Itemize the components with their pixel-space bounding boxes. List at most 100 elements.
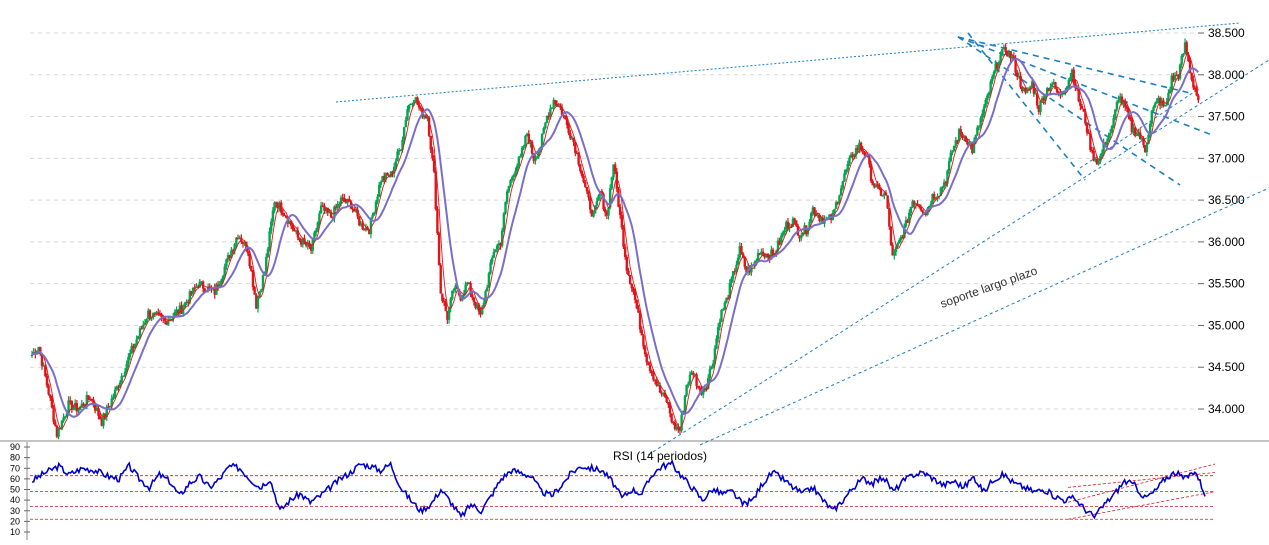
candle-body: [85, 395, 89, 406]
candle-body: [505, 191, 509, 202]
candle-body: [657, 384, 660, 387]
candle-body: [452, 289, 456, 291]
candle-body: [1129, 116, 1132, 120]
candle-body: [88, 398, 92, 401]
candle-body: [1153, 103, 1157, 108]
candle-body: [942, 182, 946, 188]
candle-body: [512, 175, 516, 178]
candle-body: [562, 115, 565, 117]
candle-body: [1182, 53, 1185, 56]
candle-body: [228, 255, 231, 258]
candle-body: [1006, 52, 1009, 57]
candle-body: [283, 214, 286, 217]
candle-body: [427, 117, 431, 136]
candle-body: [379, 181, 383, 185]
candle-body: [1082, 108, 1085, 112]
candle-body: [841, 181, 844, 189]
rsi-tick-label: 10: [10, 527, 20, 537]
candle-body: [766, 254, 770, 258]
candle-body: [979, 118, 982, 127]
candle-body: [173, 311, 177, 317]
candle-body: [1145, 144, 1149, 153]
candle-body: [1017, 75, 1021, 78]
candle-body: [947, 161, 951, 171]
candle-body: [196, 286, 200, 288]
candle-body: [180, 305, 183, 314]
candle-body: [396, 151, 399, 162]
candle-body: [364, 227, 368, 230]
candle-body: [834, 202, 838, 209]
candle-body: [250, 266, 253, 271]
price-tick-label: 38.000: [1208, 68, 1245, 82]
candle-body: [248, 253, 251, 267]
candle-body: [1173, 74, 1177, 80]
candle-body: [793, 218, 796, 221]
candle-body: [733, 270, 736, 273]
candle-body: [637, 308, 640, 313]
candle-body: [866, 156, 869, 158]
candle-body: [763, 253, 766, 258]
candle-body: [861, 149, 864, 152]
candle-body: [667, 402, 670, 405]
candle-body: [858, 142, 861, 150]
candle-body: [851, 154, 854, 157]
candle-body: [595, 200, 599, 206]
candle-body: [705, 388, 708, 390]
candle-body: [339, 197, 343, 204]
candle-body: [231, 250, 235, 252]
candle-body: [604, 209, 607, 213]
candle-body: [186, 301, 190, 304]
candle-body: [540, 133, 544, 148]
candle-body: [477, 304, 481, 312]
candle-body: [318, 213, 321, 223]
candle-body: [464, 284, 467, 294]
candle-body: [319, 205, 323, 214]
candle-body: [780, 235, 783, 245]
candle-body: [660, 392, 663, 395]
candle-body: [738, 246, 741, 258]
support-trendline-long: [699, 187, 1269, 446]
candle-body: [544, 122, 547, 129]
candle-body: [69, 400, 72, 402]
candle-body: [974, 135, 977, 141]
candle-body: [838, 195, 841, 203]
candle-body: [384, 173, 388, 180]
candle-body: [944, 182, 947, 184]
price-tick-label: 36.000: [1208, 235, 1245, 249]
candle-body: [1019, 75, 1022, 87]
candle-body: [819, 217, 823, 221]
candle-body: [972, 140, 976, 154]
candle-body: [95, 408, 98, 411]
candle-body: [308, 243, 311, 247]
candle-body: [60, 420, 64, 430]
candle-body: [1055, 88, 1059, 93]
candle-body: [221, 275, 225, 280]
candle-body: [904, 220, 908, 227]
candle-body: [914, 203, 918, 205]
candle-body: [984, 99, 987, 107]
candle-body: [901, 236, 904, 239]
candle-body: [391, 171, 394, 174]
candle-body: [177, 310, 180, 314]
candle-body: [261, 275, 265, 290]
candle-body: [622, 227, 625, 247]
candle-body: [130, 345, 133, 354]
candle-body: [1137, 132, 1140, 134]
candle-body: [663, 392, 667, 397]
candle-body: [115, 386, 118, 390]
candle-body: [359, 223, 363, 226]
candle-body: [1160, 100, 1163, 106]
rsi-trendline-upper: [1067, 463, 1216, 503]
candle-body: [1072, 69, 1075, 83]
candle-body: [148, 310, 152, 318]
candle-body: [896, 243, 899, 247]
candle-body: [47, 385, 50, 395]
candle-body: [934, 198, 938, 200]
candle-body: [137, 336, 140, 340]
candle-body: [412, 100, 416, 104]
candle-body: [781, 232, 785, 236]
candle-body: [962, 136, 966, 138]
candle-body: [346, 199, 349, 203]
candle-body: [939, 187, 943, 196]
candle-body: [898, 240, 901, 244]
